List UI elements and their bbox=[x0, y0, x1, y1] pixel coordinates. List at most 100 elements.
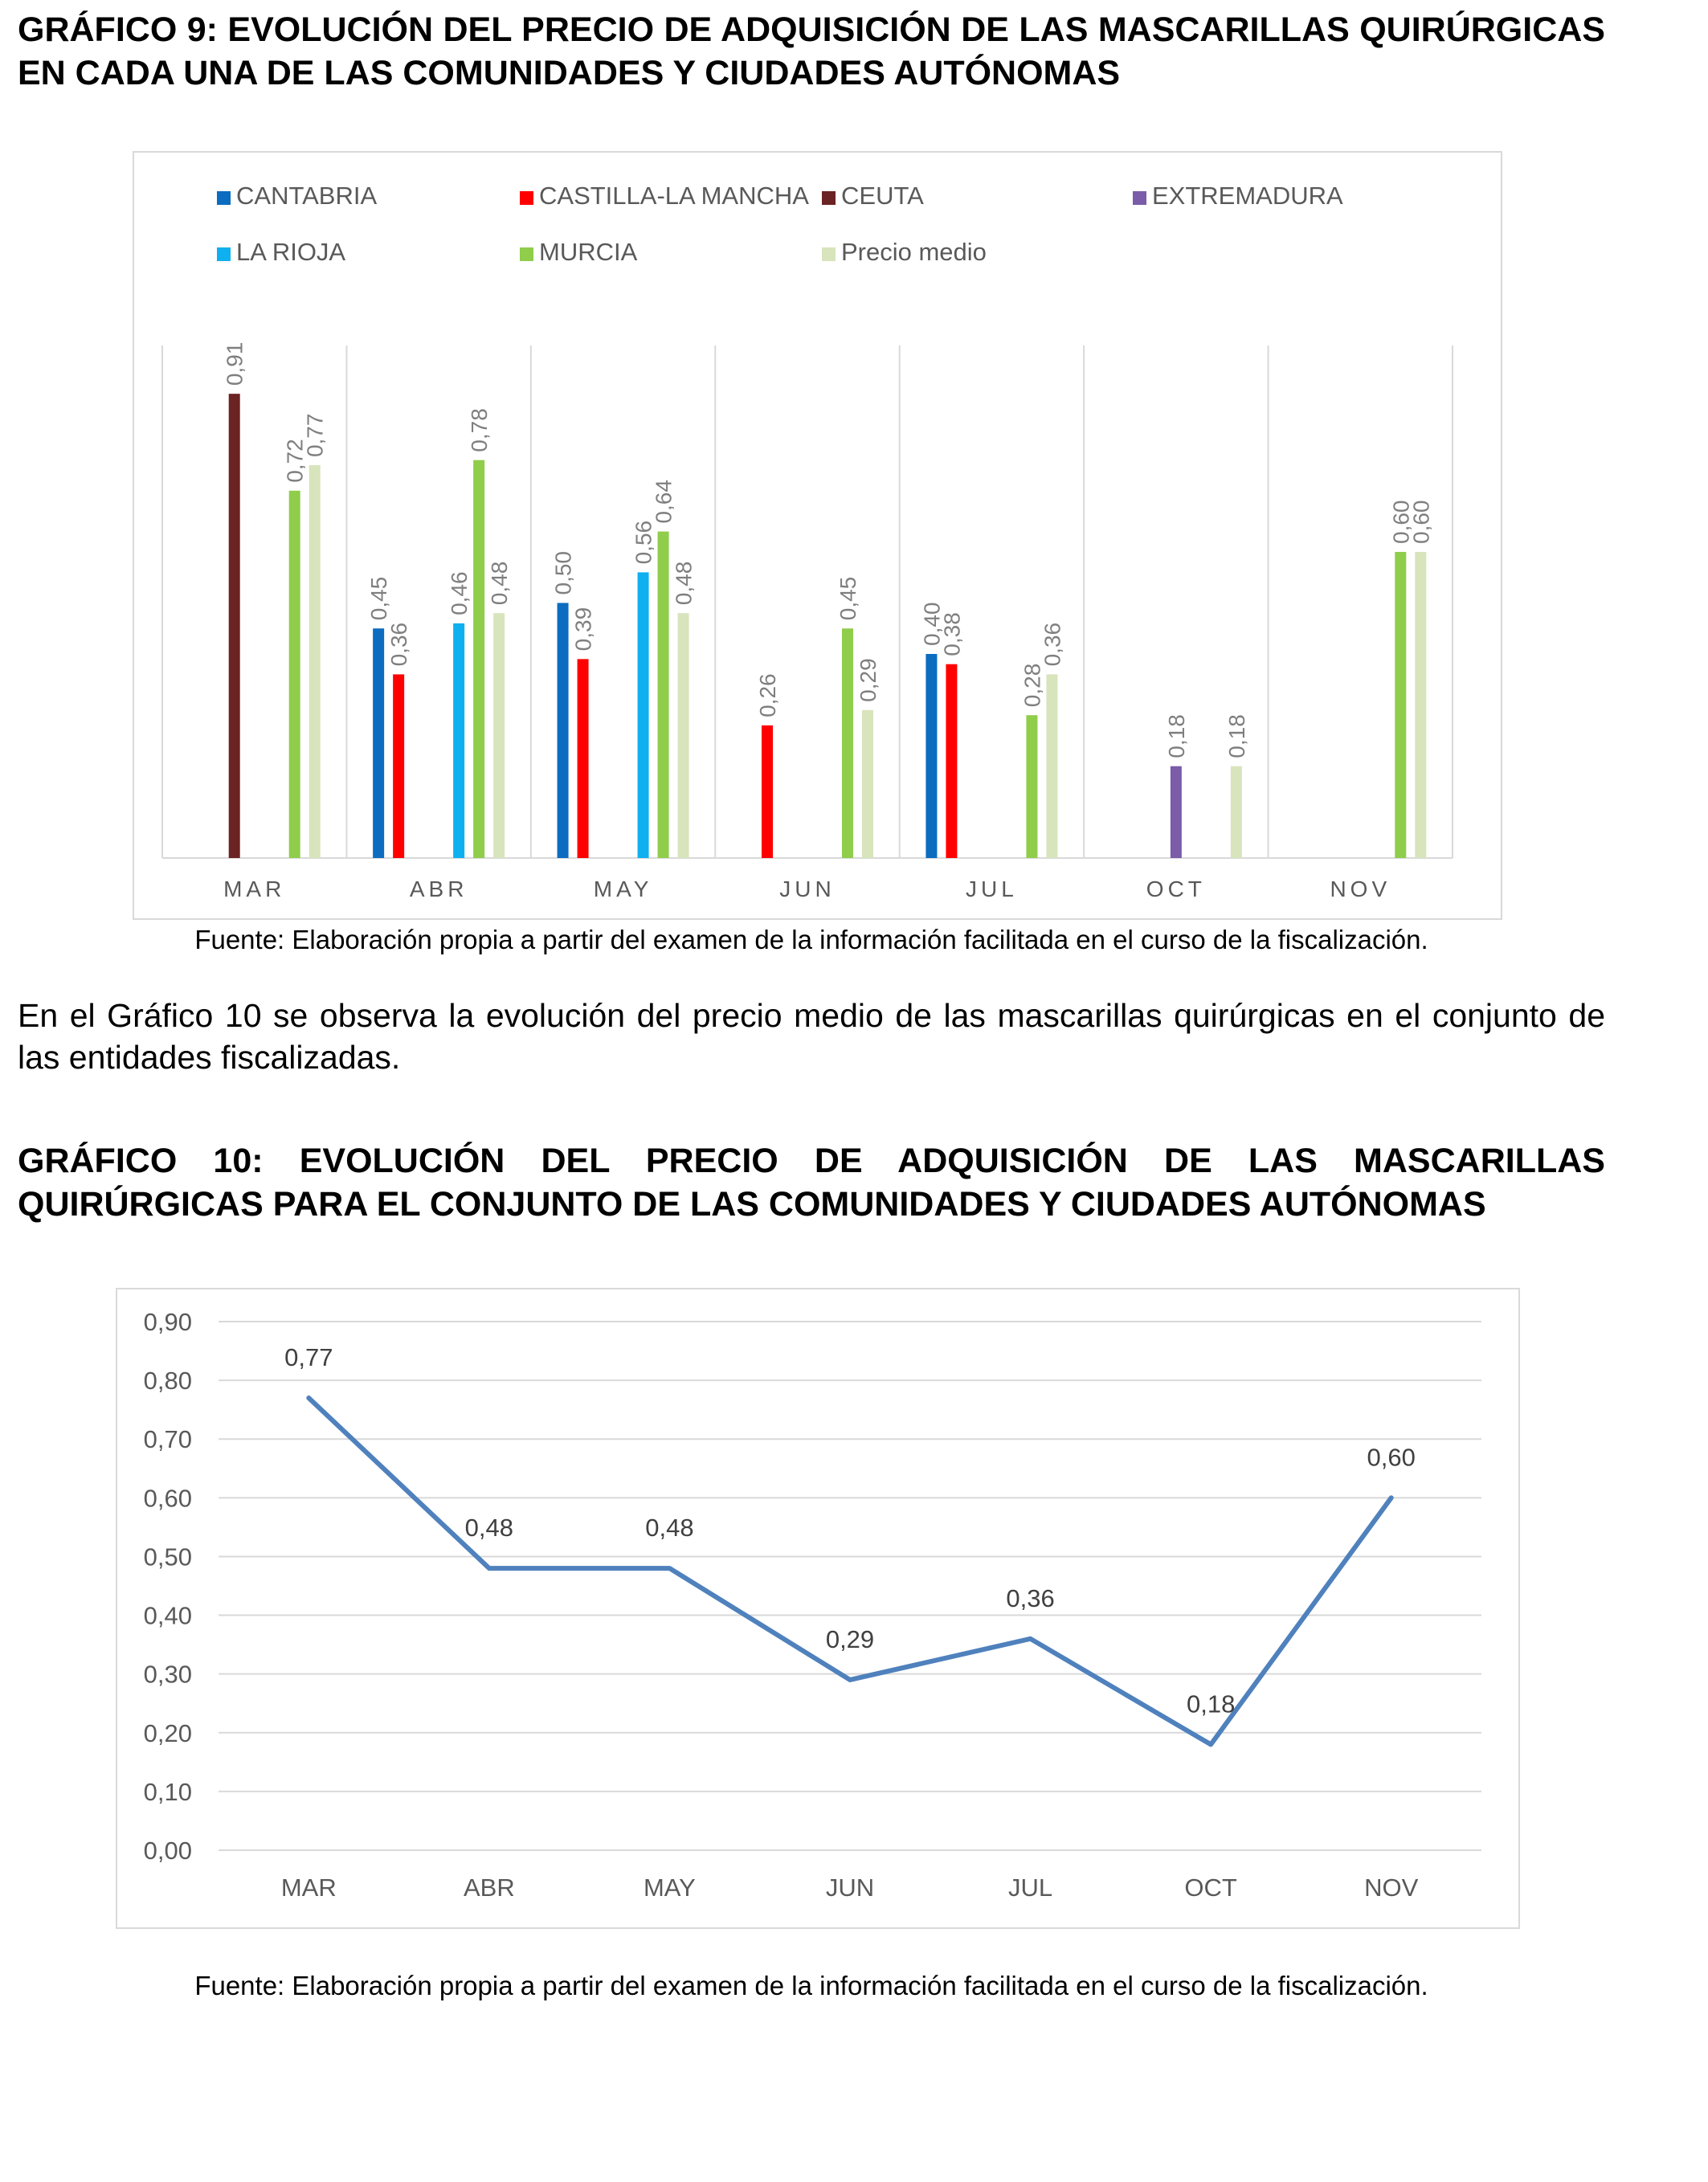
chart10-frame bbox=[116, 1288, 1520, 1929]
data-label: 0,18 bbox=[1224, 714, 1249, 758]
data-label: 0,28 bbox=[1019, 664, 1044, 708]
bar-la-rioja-may bbox=[637, 572, 649, 858]
bar-murcia-nov bbox=[1395, 552, 1407, 858]
bar-precio-medio-jun bbox=[862, 709, 873, 858]
data-label: 0,78 bbox=[467, 408, 492, 452]
chart9-frame bbox=[133, 151, 1502, 920]
data-label: 0,29 bbox=[856, 658, 881, 702]
x-tick-label: ABR bbox=[410, 876, 468, 901]
data-label: 0,39 bbox=[571, 607, 596, 652]
bar-precio-medio-mar bbox=[309, 465, 321, 858]
chart9-bars bbox=[228, 394, 1427, 858]
legend-swatch bbox=[217, 247, 231, 261]
x-tick-label: MAR bbox=[223, 876, 285, 901]
legend-label: EXTREMADURA bbox=[1152, 182, 1343, 210]
bar-precio-medio-may bbox=[677, 613, 689, 858]
data-label: 0,56 bbox=[631, 521, 656, 565]
x-tick-label: MAR bbox=[281, 1873, 337, 1902]
legend-label: Precio medio bbox=[841, 238, 987, 266]
bar-precio-medio-nov bbox=[1415, 552, 1427, 858]
chart10-x-axis: MAR ABR MAY JUN JUL OCT NOV bbox=[281, 1873, 1419, 1902]
data-label: 0,18 bbox=[1187, 1690, 1235, 1718]
y-tick-label: 0,20 bbox=[144, 1719, 192, 1747]
x-tick-label: ABR bbox=[464, 1873, 515, 1902]
data-label: 0,60 bbox=[1367, 1443, 1416, 1471]
bar-castilla-la-mancha-abr bbox=[393, 674, 405, 858]
x-tick-label: NOV bbox=[1364, 1873, 1419, 1902]
legend-label: CANTABRIA bbox=[236, 182, 377, 210]
chart9-x-axis: MAR ABR MAY JUN JUL OCT NOV bbox=[223, 876, 1391, 901]
chart10-series bbox=[306, 1395, 1394, 1747]
y-tick-label: 0,30 bbox=[144, 1661, 192, 1689]
x-tick-label: MAY bbox=[594, 876, 653, 901]
bar-precio-medio-abr bbox=[493, 613, 505, 858]
bar-cantabria-may bbox=[557, 603, 569, 858]
x-tick-label: JUN bbox=[826, 1873, 874, 1902]
chart9-title: GRÁFICO 9: EVOLUCIÓN DEL PRECIO DE ADQUI… bbox=[18, 10, 1605, 92]
bar-murcia-mar bbox=[288, 490, 300, 858]
data-label: 0,36 bbox=[1006, 1584, 1054, 1612]
data-label: 0,38 bbox=[939, 612, 964, 656]
legend-swatch bbox=[217, 191, 231, 205]
bar-murcia-abr bbox=[473, 460, 485, 858]
bar-cantabria-abr bbox=[373, 628, 385, 858]
bar-precio-medio-jul bbox=[1046, 674, 1058, 858]
y-tick-label: 0,60 bbox=[144, 1484, 192, 1512]
data-label: 0,26 bbox=[755, 673, 780, 717]
series-line bbox=[306, 1395, 1394, 1747]
chart10-y-axis: 0,00 0,10 0,20 0,30 0,40 0,50 0,60 0,70 0,80 0,90 bbox=[144, 1308, 192, 1865]
chart10-title: GRÁFICO 10: EVOLUCIÓN DEL PRECIO DE ADQU… bbox=[18, 1142, 1605, 1224]
bar-castilla-la-mancha-jun bbox=[762, 725, 773, 858]
bar-murcia-may bbox=[657, 531, 669, 858]
y-tick-label: 0,40 bbox=[144, 1602, 192, 1630]
x-tick-label: NOV bbox=[1330, 876, 1391, 901]
legend-label: CASTILLA-LA MANCHA bbox=[539, 182, 809, 210]
y-tick-label: 0,80 bbox=[144, 1367, 192, 1395]
data-label: 0,45 bbox=[836, 577, 860, 621]
bar-cantabria-jul bbox=[926, 654, 938, 858]
data-label: 0,48 bbox=[672, 562, 697, 606]
bar-castilla-la-mancha-jul bbox=[946, 664, 958, 858]
bar-precio-medio-oct bbox=[1230, 766, 1242, 858]
y-tick-label: 0,70 bbox=[144, 1425, 192, 1453]
chart9-bar-chart: CANTABRIA CASTILLA-LA MANCHA CEUTA EXTREMAD… bbox=[133, 151, 1502, 920]
data-label: 0,48 bbox=[645, 1514, 693, 1542]
bar-castilla-la-mancha-may bbox=[577, 659, 589, 858]
data-label: 0,60 bbox=[1408, 501, 1433, 545]
chart10-gridlines bbox=[219, 1321, 1481, 1851]
data-label: 0,36 bbox=[386, 623, 411, 667]
data-label: 0,64 bbox=[652, 480, 676, 524]
legend-label: LA RIOJA bbox=[236, 238, 345, 266]
data-label: 0,36 bbox=[1040, 623, 1064, 667]
chart10-source: Fuente: Elaboración propia a partir del … bbox=[194, 1971, 1428, 2000]
chart10-line-chart: 0,00 0,10 0,20 0,30 0,40 0,50 0,60 0,70 0,80 0,90… bbox=[116, 1288, 1520, 1929]
data-label: 0,77 bbox=[284, 1343, 333, 1371]
data-label: 0,50 bbox=[551, 551, 576, 595]
bar-murcia-jul bbox=[1026, 715, 1038, 858]
legend-swatch bbox=[822, 191, 836, 205]
chart9-source: Fuente: Elaboración propia a partir del … bbox=[194, 925, 1428, 954]
x-tick-label: OCT bbox=[1184, 1873, 1237, 1902]
legend-label: MURCIA bbox=[539, 238, 638, 266]
legend-swatch bbox=[822, 247, 836, 261]
data-label: 0,72 bbox=[283, 439, 308, 483]
y-tick-label: 0,10 bbox=[144, 1778, 192, 1806]
x-tick-label: JUL bbox=[966, 876, 1018, 901]
legend-label: CEUTA bbox=[841, 182, 924, 210]
legend-swatch bbox=[520, 191, 533, 205]
bar-extremadura-oct bbox=[1170, 766, 1182, 858]
bar-la-rioja-abr bbox=[453, 623, 465, 858]
x-tick-label: MAY bbox=[644, 1873, 696, 1902]
y-tick-label: 0,90 bbox=[144, 1308, 192, 1336]
x-tick-label: JUN bbox=[779, 876, 835, 901]
y-tick-label: 0,00 bbox=[144, 1837, 192, 1865]
data-label: 0,48 bbox=[465, 1514, 513, 1542]
bar-ceuta-mar bbox=[228, 394, 240, 858]
chart9-legend: CANTABRIA CASTILLA-LA MANCHA CEUTA EXTREMAD… bbox=[217, 182, 1343, 266]
body-paragraph: En el Gráfico 10 se observa la evolución… bbox=[18, 997, 1605, 1076]
chart10-data-labels: 0,77 0,48 0,48 0,29 0,36 0,18 0,60 bbox=[284, 1343, 1416, 1718]
bar-murcia-jun bbox=[842, 628, 853, 858]
legend-swatch bbox=[1133, 191, 1146, 205]
data-label: 0,46 bbox=[447, 571, 472, 615]
data-label: 0,40 bbox=[919, 603, 944, 647]
